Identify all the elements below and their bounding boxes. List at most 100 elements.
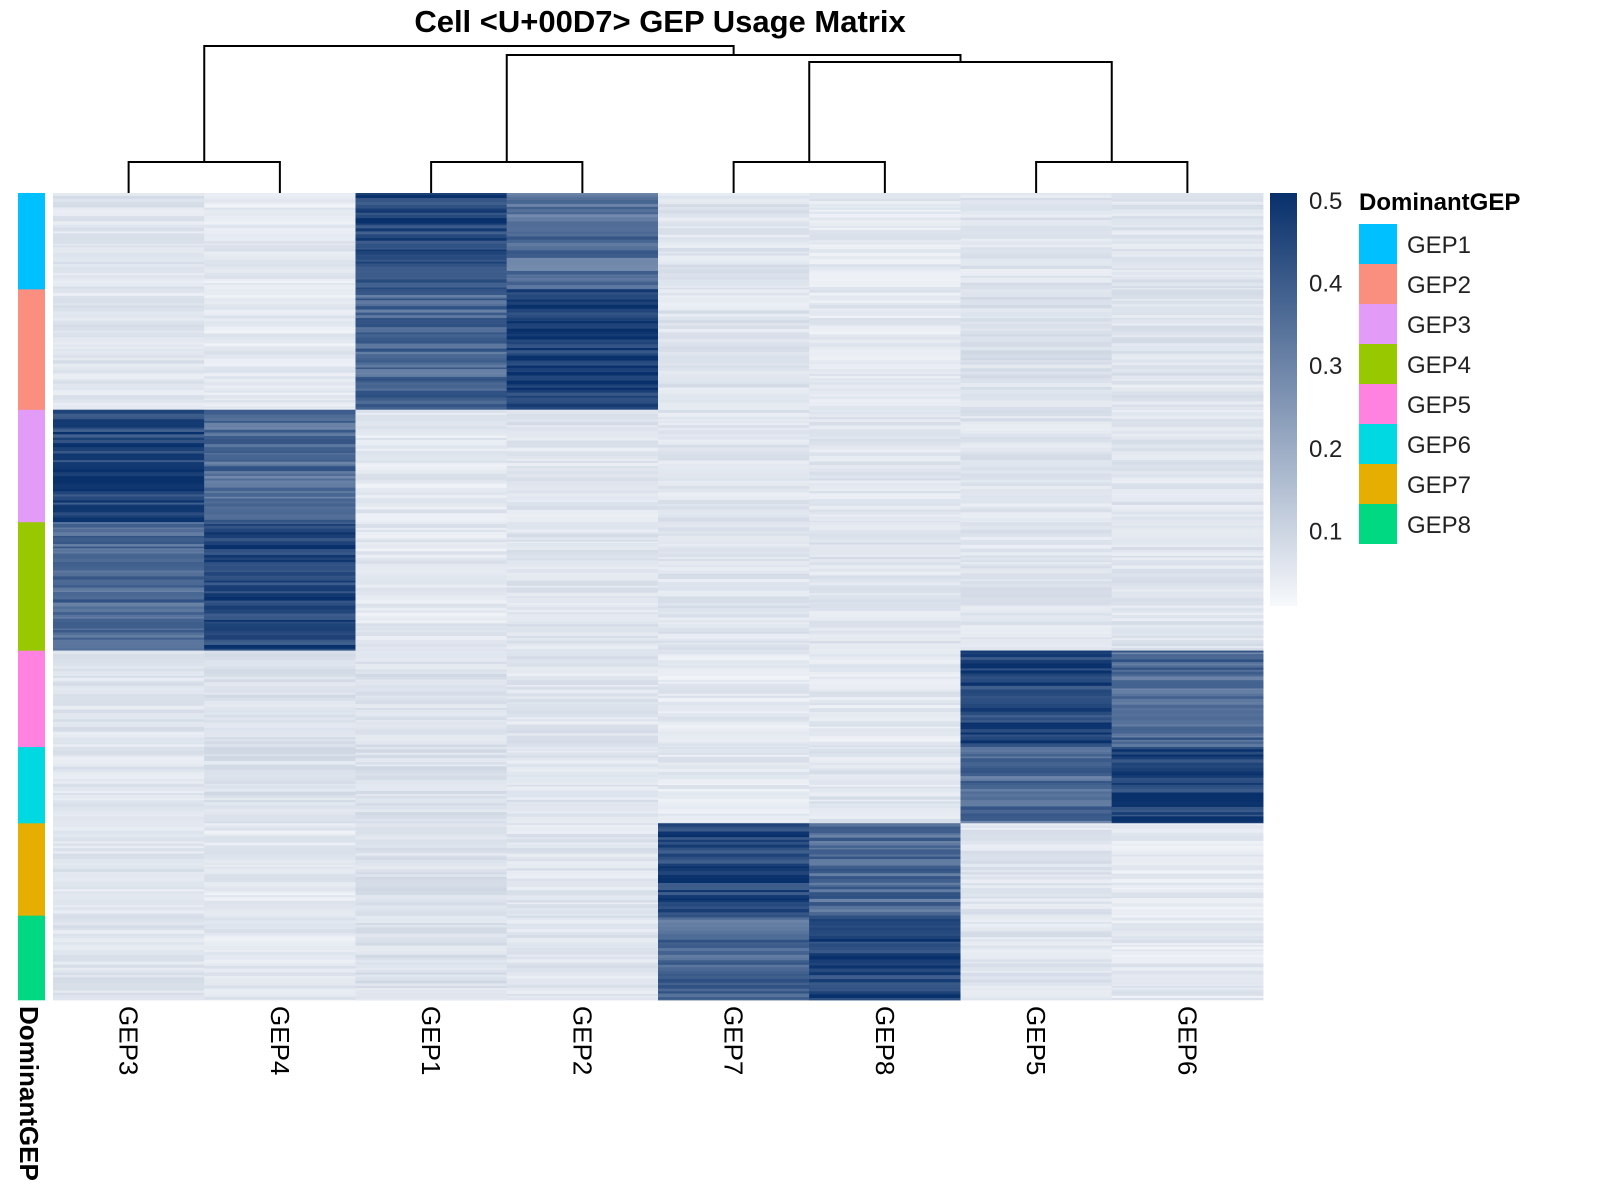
heatmap-row-streak xyxy=(355,643,508,648)
heatmap-row-streak xyxy=(658,958,810,961)
heatmap-row-streak xyxy=(355,775,508,779)
heatmap-row-streak xyxy=(204,476,356,479)
heatmap-row-streak xyxy=(204,976,356,979)
heatmap-row-streak xyxy=(960,400,1113,404)
heatmap-row-streak xyxy=(1111,261,1264,264)
heatmap-row-streak xyxy=(355,524,508,528)
heatmap-row-streak xyxy=(809,352,961,357)
heatmap-row-streak xyxy=(658,801,810,805)
heatmap-row-streak xyxy=(658,535,810,539)
heatmap-row-streak xyxy=(506,972,659,976)
heatmap-row-streak xyxy=(809,230,961,232)
heatmap-row-streak xyxy=(506,908,659,911)
heatmap-row-streak xyxy=(355,462,508,465)
heatmap-row-streak xyxy=(1111,627,1264,631)
heatmap-row-streak xyxy=(809,554,961,558)
heatmap-row-streak xyxy=(355,657,508,662)
heatmap-row-streak xyxy=(1111,251,1264,255)
heatmap-row-streak xyxy=(1111,909,1264,912)
heatmap-row-streak xyxy=(355,309,508,313)
heatmap-row-streak xyxy=(960,751,1113,755)
heatmap-row-streak xyxy=(53,523,205,528)
heatmap-row-streak xyxy=(204,868,356,873)
heatmap-row-streak xyxy=(204,326,356,330)
heatmap-row-streak xyxy=(809,490,961,494)
heatmap-row-streak xyxy=(53,494,205,497)
heatmap-row-streak xyxy=(658,399,810,404)
heatmap-row-streak xyxy=(506,228,659,232)
heatmap-row-streak xyxy=(53,760,205,764)
heatmap-row-streak xyxy=(658,676,810,680)
heatmap-row-streak xyxy=(960,436,1113,440)
heatmap-row-streak xyxy=(960,611,1113,614)
heatmap-row-streak xyxy=(658,815,810,820)
heatmap-row-streak xyxy=(1111,351,1264,354)
heatmap-row-streak xyxy=(658,217,810,221)
heatmap-row-streak xyxy=(960,247,1113,250)
heatmap-row-streak xyxy=(1111,368,1264,371)
heatmap-row-streak xyxy=(204,585,356,588)
heatmap-row-streak xyxy=(53,997,205,1000)
heatmap-row-streak xyxy=(658,906,810,910)
heatmap-row-streak xyxy=(1111,954,1264,957)
heatmap-cell-texture xyxy=(53,193,205,290)
heatmap-row-streak xyxy=(1111,768,1264,772)
heatmap-row-streak xyxy=(809,209,961,212)
heatmap-row-streak xyxy=(204,473,356,477)
heatmap-row-streak xyxy=(204,972,356,977)
heatmap-row-streak xyxy=(506,214,659,218)
heatmap-row-streak xyxy=(355,193,508,195)
heatmap-row-streak xyxy=(809,843,961,846)
heatmap-row-streak xyxy=(809,422,961,426)
heatmap-row-streak xyxy=(204,528,356,533)
heatmap-row-streak xyxy=(960,413,1113,417)
heatmap-row-streak xyxy=(960,520,1113,523)
heatmap-row-streak xyxy=(658,771,810,774)
heatmap-row-streak xyxy=(960,982,1113,986)
heatmap-row-streak xyxy=(658,417,810,420)
heatmap-row-streak xyxy=(960,346,1113,351)
heatmap-row-streak xyxy=(809,213,961,218)
heatmap-row-streak xyxy=(809,949,961,954)
heatmap-row-streak xyxy=(204,994,356,997)
heatmap-row-streak xyxy=(960,277,1113,280)
heatmap-row-streak xyxy=(1111,323,1264,326)
heatmap-row-streak xyxy=(506,558,659,561)
heatmap-row-streak xyxy=(204,791,356,796)
heatmap-row-streak xyxy=(204,398,356,401)
heatmap-row-streak xyxy=(355,516,508,519)
heatmap-row-streak xyxy=(960,310,1113,313)
heatmap-row-streak xyxy=(960,562,1113,565)
heatmap-row-streak xyxy=(355,639,508,644)
heatmap-row-streak xyxy=(960,234,1113,239)
heatmap-row-streak xyxy=(1111,982,1264,985)
heatmap-row-streak xyxy=(809,803,961,806)
heatmap-row-streak xyxy=(506,212,659,215)
heatmap-row-streak xyxy=(809,417,961,420)
heatmap-row-streak xyxy=(355,388,508,391)
heatmap-row-streak xyxy=(960,932,1113,934)
heatmap-row-streak xyxy=(204,891,356,894)
heatmap-row-streak xyxy=(1111,576,1264,581)
heatmap-row-streak xyxy=(658,705,810,708)
heatmap-row-streak xyxy=(1111,480,1264,484)
heatmap-row-streak xyxy=(204,392,356,395)
heatmap-row-streak xyxy=(960,325,1113,329)
heatmap-row-streak xyxy=(355,790,508,795)
heatmap-row-streak xyxy=(1111,643,1264,647)
heatmap-row-streak xyxy=(355,779,508,784)
heatmap-row-streak xyxy=(809,578,961,580)
heatmap-row-streak xyxy=(658,332,810,336)
heatmap-row-streak xyxy=(658,682,810,684)
heatmap-row-streak xyxy=(53,283,205,287)
heatmap-row-streak xyxy=(658,679,810,683)
heatmap-row-streak xyxy=(204,593,356,598)
heatmap-row-streak xyxy=(506,575,659,579)
heatmap-row-streak xyxy=(53,537,205,542)
heatmap-row-streak xyxy=(658,353,810,356)
heatmap-row-streak xyxy=(1111,359,1264,363)
heatmap-row-streak xyxy=(204,251,356,254)
heatmap-row-streak xyxy=(960,605,1113,607)
heatmap-row-streak xyxy=(1111,263,1264,266)
heatmap-row-streak xyxy=(506,643,659,646)
